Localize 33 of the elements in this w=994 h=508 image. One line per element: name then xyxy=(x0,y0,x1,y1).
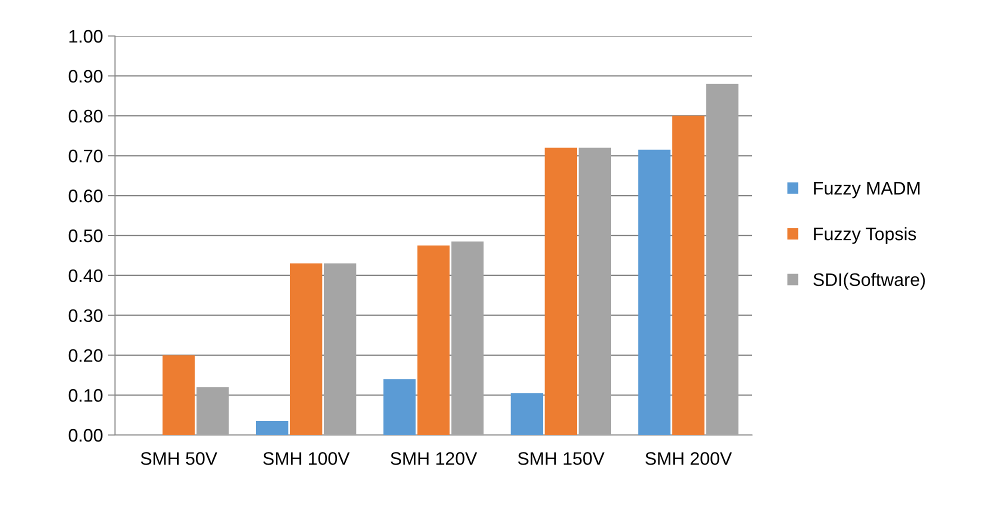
legend-label: SDI(Software) xyxy=(813,272,925,290)
bar xyxy=(290,263,322,435)
y-tick-label: 0.90 xyxy=(68,70,102,83)
bar xyxy=(510,393,544,435)
legend-label: Fuzzy Topsis xyxy=(814,227,916,244)
x-tick-label: SMH 100V xyxy=(263,452,350,465)
bar xyxy=(383,379,416,435)
y-tick-label: 0.70 xyxy=(68,150,102,162)
x-tick-label: SMH 120V xyxy=(390,452,478,465)
y-tick-label: 0.50 xyxy=(68,229,102,242)
bar xyxy=(578,148,612,435)
bar xyxy=(196,387,229,435)
x-tick-label: SMH 150V xyxy=(518,452,604,465)
y-tick-label: 0.30 xyxy=(68,309,102,322)
bar xyxy=(256,421,288,435)
bar xyxy=(544,148,578,435)
bar xyxy=(706,84,738,435)
y-tick-label: 0.40 xyxy=(68,269,102,282)
y-tick-label: 1.00 xyxy=(69,30,102,43)
bar xyxy=(638,150,670,435)
x-tick-label: SMH 200V xyxy=(645,452,732,465)
y-tick-label: 0.20 xyxy=(68,349,102,362)
y-tick-label: 0.10 xyxy=(68,389,102,402)
bar xyxy=(451,241,484,435)
y-tick-label: 0.80 xyxy=(68,110,102,123)
y-tick-label: 0.00 xyxy=(68,428,102,442)
legend-label: Fuzzy MADM xyxy=(814,182,920,198)
x-tick-label: SMH 50V xyxy=(140,452,218,465)
y-tick-label: 0.60 xyxy=(68,190,102,202)
bar xyxy=(672,116,704,435)
bar xyxy=(324,263,356,435)
bar xyxy=(162,355,195,435)
bar xyxy=(417,245,450,435)
